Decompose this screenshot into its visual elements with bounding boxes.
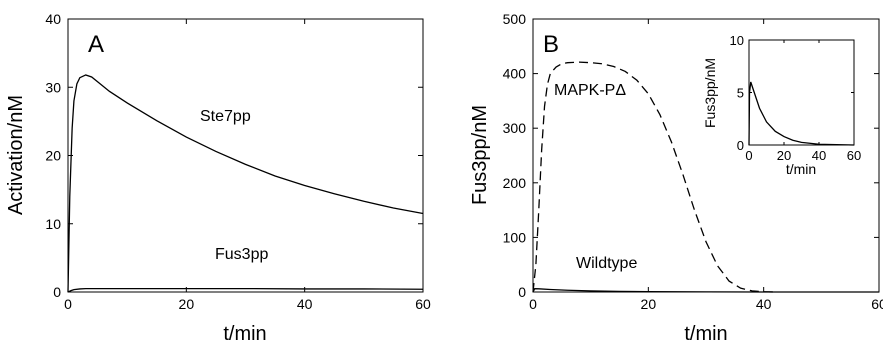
panel-a-y-tick-label: 0: [53, 284, 61, 300]
panel-b-y-tick-label: 100: [503, 229, 527, 245]
y-axis-label-a: Activation/nM: [5, 95, 27, 215]
y-axis-label-b: Fus3pp/nM: [469, 105, 491, 205]
x-axis-label-b: t/min: [684, 323, 727, 345]
panel-a-x-tick-label: 40: [297, 296, 313, 312]
panel-a-x-tick-label: 0: [64, 296, 72, 312]
panel-a-y-tick-label: 40: [45, 11, 61, 27]
inset-y-tick-label: 0: [737, 138, 744, 153]
panel-a-x-tick-label: 60: [415, 296, 431, 312]
annotation-fus3pp-a: Fus3pp: [215, 246, 268, 263]
y-axis-label-inset: Fus3pp/nM: [702, 58, 718, 128]
panel-b-y-tick-label: 400: [503, 66, 527, 82]
panel-b-y-tick-label: 200: [503, 175, 527, 191]
panel-a-y-tick-label: 10: [45, 216, 61, 232]
panel-a-y-tick-label: 20: [45, 148, 61, 164]
panel-a-series-line: [68, 289, 423, 292]
x-axis-label-inset: t/min: [786, 161, 816, 177]
annotation-wildtype: Wildtype: [576, 255, 637, 272]
x-axis-label-a: t/min: [223, 323, 266, 345]
inset-frame: [749, 40, 854, 145]
inset-y-tick-label: 10: [730, 33, 744, 48]
inset-x-tick-label: 60: [847, 148, 861, 163]
panel-label-b: B: [543, 31, 559, 58]
panel-b-y-tick-label: 0: [518, 284, 526, 300]
panel-a-y-tick-label: 30: [45, 79, 61, 95]
panel-b-y-tick-label: 500: [503, 11, 527, 27]
inset-x-tick-label: 0: [745, 148, 752, 163]
panel-b-y-tick-label: 300: [503, 120, 527, 136]
panel-label-a: A: [88, 31, 104, 58]
panel-a: 0 20 40 60 0 10 20 30 40 A Ste7pp Fus3pp t/min A…: [5, 11, 431, 345]
panel-b-x-tick-label: 40: [756, 296, 772, 312]
panel-b-x-tick-label: 0: [529, 296, 537, 312]
inset-y-tick-label: 5: [737, 86, 744, 101]
panel-a-x-tick-label: 20: [179, 296, 195, 312]
annotation-ste7pp: Ste7pp: [200, 108, 251, 125]
panel-b-x-tick-label: 60: [871, 296, 883, 312]
panel-b-x-tick-label: 20: [641, 296, 657, 312]
annotation-mapk: MAPK-PΔ: [554, 82, 626, 99]
